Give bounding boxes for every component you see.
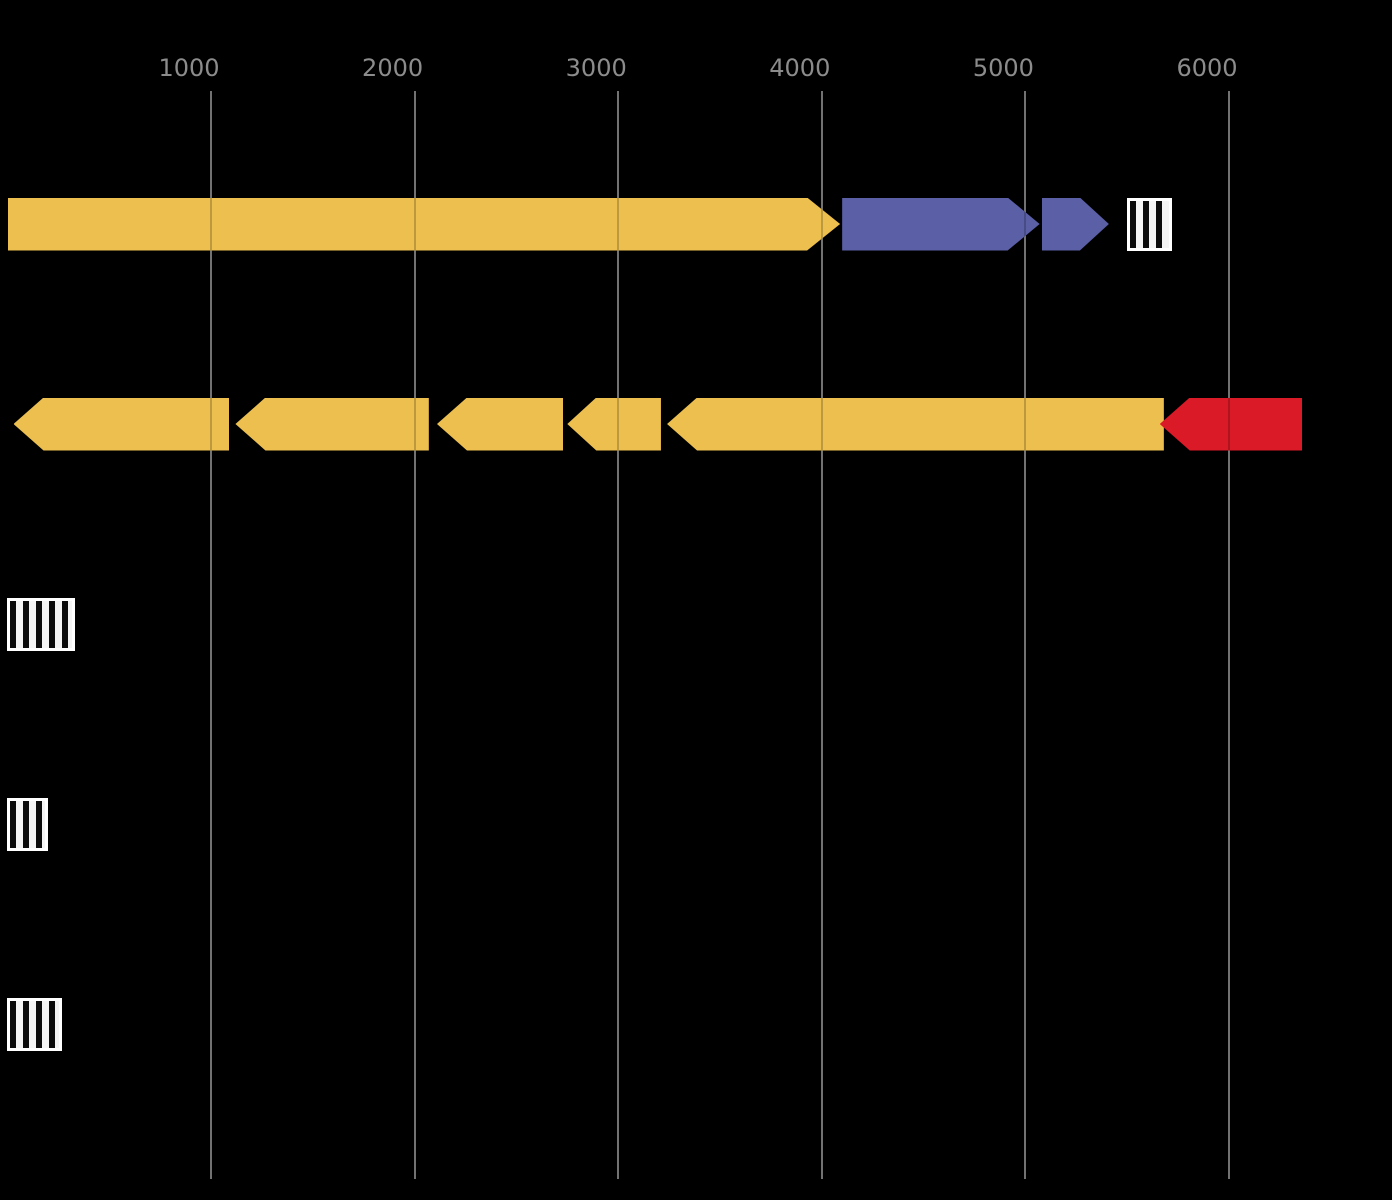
- axis-tick-label-5000: 5000: [972, 54, 1034, 82]
- gene-arrow: [436, 397, 564, 451]
- hatched-feature-box: [7, 997, 63, 1051]
- gridline-overlay-2000: [413, 91, 416, 1179]
- gene-arrow: [842, 198, 1039, 251]
- gridline-overlay-5000: [1024, 91, 1027, 1179]
- gridline-overlay-6000: [1228, 91, 1230, 1179]
- axis-tick-label-6000: 6000: [1176, 54, 1238, 82]
- gridline-overlay-4000: [820, 91, 823, 1179]
- gridline-overlay-1000: [210, 91, 212, 1179]
- gridline-6000: [1228, 91, 1230, 1179]
- gridline-2000: [413, 91, 416, 1179]
- axis-tick-label-1000: 1000: [158, 54, 220, 82]
- gridline-overlay-3000: [617, 91, 620, 1179]
- axis-tick-label-3000: 3000: [565, 54, 627, 82]
- gridline-4000: [820, 91, 823, 1179]
- gridline-1000: [210, 91, 212, 1179]
- gridline-5000: [1024, 91, 1027, 1179]
- gene-arrow: [567, 397, 661, 451]
- gene-arrow: [1042, 198, 1109, 251]
- gene-arrow: [8, 198, 841, 251]
- gridline-3000: [617, 91, 620, 1179]
- gene-arrow: [13, 397, 230, 451]
- hatched-feature-box: [7, 797, 49, 851]
- axis-tick-label-4000: 4000: [769, 54, 831, 82]
- gene-arrow: [235, 397, 429, 451]
- axis-tick-label-2000: 2000: [362, 54, 424, 82]
- hatched-feature-box: [7, 597, 75, 651]
- gene-arrow: [1159, 397, 1303, 451]
- hatched-feature-box: [1127, 197, 1172, 251]
- gene-arrow: [667, 397, 1164, 451]
